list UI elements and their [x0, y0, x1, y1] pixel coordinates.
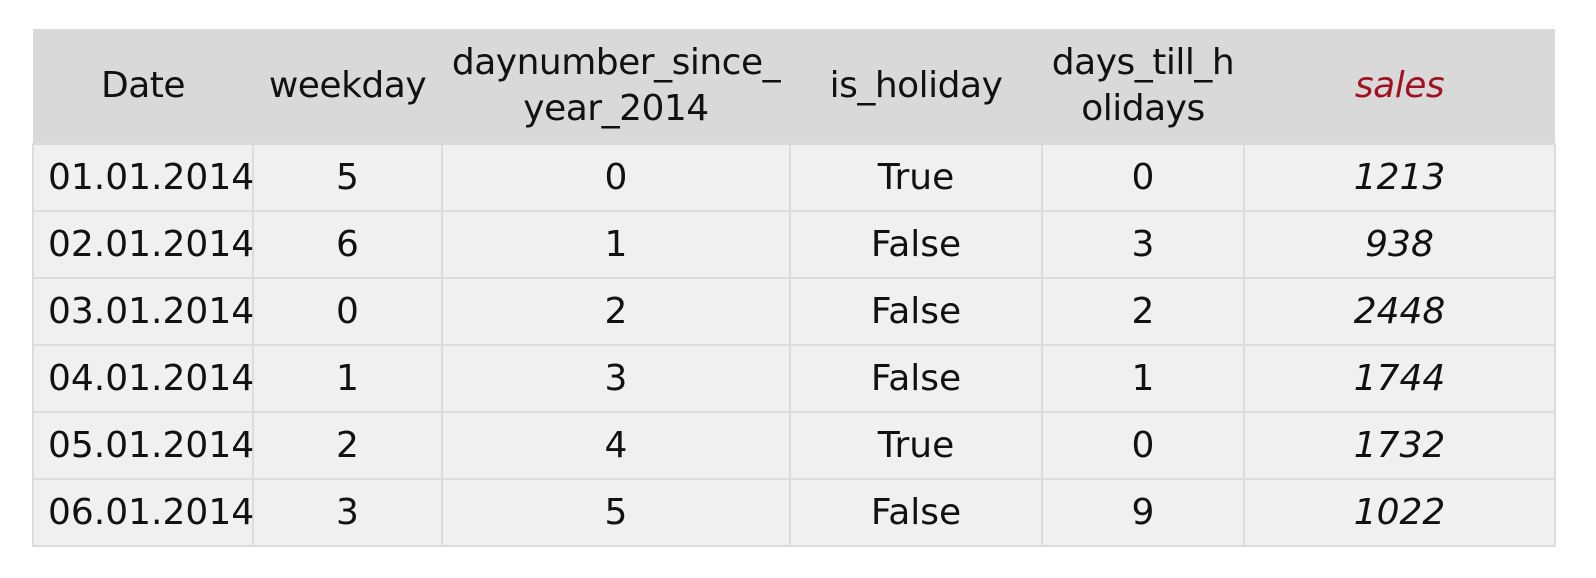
cell-sales: 1022 [1243, 478, 1556, 547]
header-days-till-line2: olidays [1081, 88, 1205, 129]
cell-date: 02.01.2014 [32, 210, 254, 279]
header-sales: sales [1244, 29, 1555, 144]
cell-days-till-holidays: 9 [1041, 478, 1245, 547]
cell-is-holiday: True [789, 411, 1043, 480]
table-header: Date weekday daynumber_since_ year_2014 i… [33, 29, 1555, 144]
cell-daynumber: 0 [441, 143, 791, 212]
cell-daynumber: 1 [441, 210, 791, 279]
header-row: Date weekday daynumber_since_ year_2014 i… [33, 29, 1555, 144]
cell-weekday: 1 [252, 344, 443, 413]
cell-sales: 1732 [1243, 411, 1556, 480]
table-row: 03.01.2014 0 2 False 2 2448 [32, 277, 1556, 346]
cell-date: 03.01.2014 [32, 277, 254, 346]
cell-sales: 2448 [1243, 277, 1556, 346]
cell-days-till-holidays: 2 [1041, 277, 1245, 346]
cell-weekday: 2 [252, 411, 443, 480]
cell-daynumber: 5 [441, 478, 791, 547]
table-row: 06.01.2014 3 5 False 9 1022 [32, 478, 1556, 547]
cell-daynumber: 4 [441, 411, 791, 480]
cell-weekday: 0 [252, 277, 443, 346]
header-date: Date [33, 29, 253, 144]
table-row: 02.01.2014 6 1 False 3 938 [32, 210, 1556, 279]
table-row: 01.01.2014 5 0 True 0 1213 [32, 143, 1556, 212]
cell-date: 06.01.2014 [32, 478, 254, 547]
cell-days-till-holidays: 0 [1041, 143, 1245, 212]
cell-is-holiday: False [789, 210, 1043, 279]
header-daynumber: daynumber_since_ year_2014 [442, 29, 790, 144]
header-daynumber-line2: year_2014 [523, 88, 709, 129]
cell-daynumber: 3 [441, 344, 791, 413]
header-days-till-line1: days_till_h [1051, 42, 1235, 83]
cell-daynumber: 2 [441, 277, 791, 346]
cell-date: 05.01.2014 [32, 411, 254, 480]
header-daynumber-line1: daynumber_since_ [451, 42, 781, 83]
cell-is-holiday: False [789, 478, 1043, 547]
header-weekday-label: weekday [268, 65, 427, 106]
header-is-holiday: is_holiday [790, 29, 1042, 144]
cell-weekday: 5 [252, 143, 443, 212]
header-sales-label: sales [1354, 65, 1445, 106]
table-row: 04.01.2014 1 3 False 1 1744 [32, 344, 1556, 413]
table-row: 05.01.2014 2 4 True 0 1732 [32, 411, 1556, 480]
header-is-holiday-label: is_holiday [829, 65, 1003, 106]
cell-weekday: 3 [252, 478, 443, 547]
cell-is-holiday: False [789, 344, 1043, 413]
header-weekday: weekday [253, 29, 442, 144]
cell-sales: 938 [1243, 210, 1556, 279]
cell-date: 04.01.2014 [32, 344, 254, 413]
data-table-container: Date weekday daynumber_since_ year_2014 i… [32, 29, 1556, 547]
cell-weekday: 6 [252, 210, 443, 279]
cell-days-till-holidays: 1 [1041, 344, 1245, 413]
cell-date: 01.01.2014 [32, 143, 254, 212]
cell-days-till-holidays: 3 [1041, 210, 1245, 279]
cell-is-holiday: True [789, 143, 1043, 212]
table-body: 01.01.2014 5 0 True 0 1213 02.01.2014 6 … [32, 143, 1556, 547]
cell-days-till-holidays: 0 [1041, 411, 1245, 480]
header-date-label: Date [100, 65, 186, 106]
sales-data-table: Date weekday daynumber_since_ year_2014 i… [32, 29, 1556, 547]
cell-sales: 1213 [1243, 143, 1556, 212]
cell-is-holiday: False [789, 277, 1043, 346]
cell-sales: 1744 [1243, 344, 1556, 413]
